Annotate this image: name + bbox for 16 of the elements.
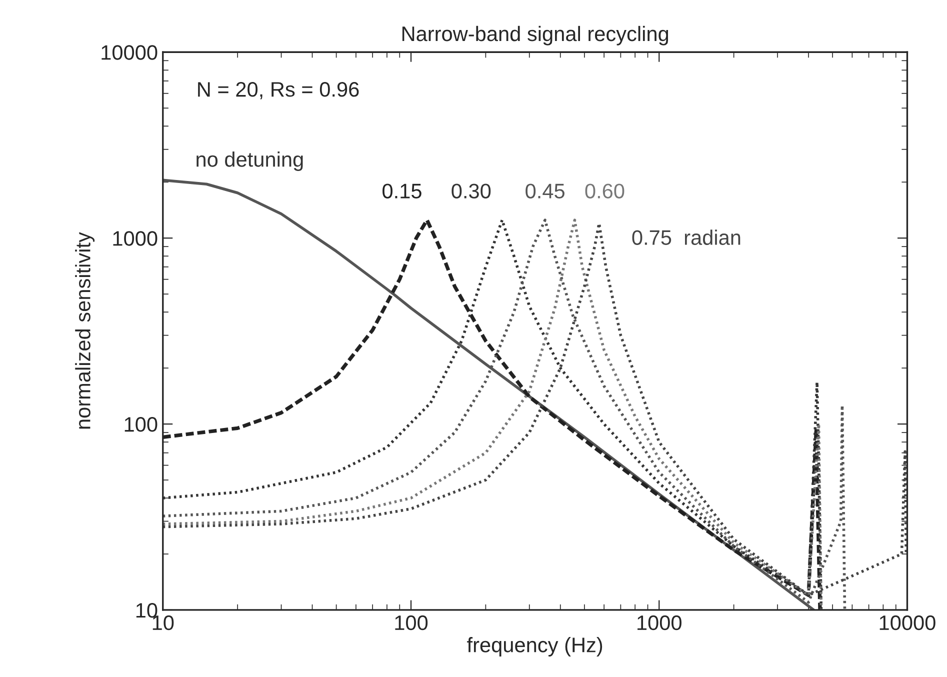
x-axis-title: frequency (Hz): [467, 637, 602, 656]
series-label: 0.15: [382, 184, 422, 198]
y-tick-label: 1000: [113, 231, 158, 246]
series-label: 0.30: [452, 184, 491, 198]
annotation: N = 20, Rs = 0.96: [198, 82, 359, 100]
y-tick-label: 10000: [102, 45, 158, 60]
y-axis-title: normalized sensitivity: [75, 232, 95, 429]
series-label: no detuning: [196, 152, 303, 171]
series-label: 0.75 radian: [632, 230, 740, 245]
chart-title: Narrow-band signal recycling: [402, 26, 668, 46]
series-label: 0.60: [585, 184, 624, 198]
y-tick-label: 100: [124, 417, 158, 432]
x-tick-label: 10000: [880, 615, 936, 630]
x-tick-label: 100: [395, 615, 428, 630]
series-label: 0.45: [526, 184, 564, 198]
x-tick-label: 1000: [638, 615, 682, 630]
